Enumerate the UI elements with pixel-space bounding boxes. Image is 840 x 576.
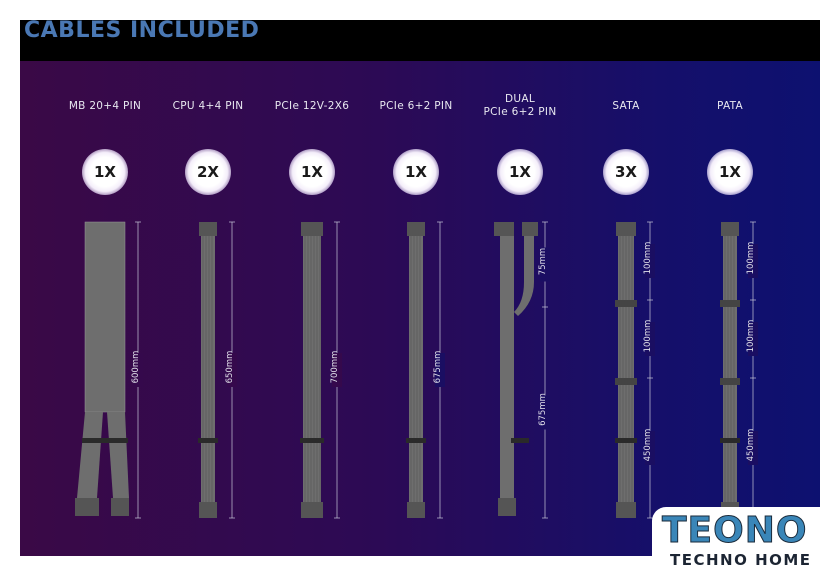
connector xyxy=(75,498,99,516)
length-label: 75mm xyxy=(538,248,548,275)
cable-tie xyxy=(198,438,218,443)
connector xyxy=(301,502,323,518)
quantity-badge: 1X xyxy=(707,149,753,195)
dimension-label-bg xyxy=(748,244,758,278)
quantity-badge: 3X xyxy=(603,149,649,195)
connector xyxy=(498,498,516,516)
connector xyxy=(199,222,217,236)
dimension-label-bg xyxy=(748,322,758,356)
cable-body xyxy=(77,412,103,498)
cable-label: SATA xyxy=(612,100,640,112)
cable-tie xyxy=(406,438,426,443)
quantity-badge: 1X xyxy=(393,149,439,195)
cable-tie xyxy=(300,438,324,443)
quantity-badge: 1X xyxy=(497,149,543,195)
cable-label: PCIe 6+2 PIN xyxy=(379,100,453,112)
dimension-label-bg xyxy=(332,353,342,387)
connector xyxy=(522,222,538,236)
cable-body xyxy=(201,222,215,518)
dimension-label-bg xyxy=(435,353,445,387)
dimension-label-bg xyxy=(645,244,655,278)
connector xyxy=(407,502,425,518)
cable-body xyxy=(303,222,321,518)
dimension-label-bg xyxy=(540,395,550,430)
connector xyxy=(721,222,739,236)
connector xyxy=(111,498,129,516)
dimension-label-bg xyxy=(133,353,143,387)
watermark-logo: TEONO TECHNO HOME xyxy=(652,507,840,576)
connector xyxy=(494,222,514,236)
cable-label: DUAL PCIe 6+2 PIN xyxy=(483,93,557,118)
quantity-badge: 1X xyxy=(289,149,335,195)
connector xyxy=(616,502,636,518)
connector xyxy=(199,502,217,518)
length-label: 100mm xyxy=(746,320,756,353)
cable-tie xyxy=(511,438,529,443)
length-label: 450mm xyxy=(746,429,756,462)
length-label: 675mm xyxy=(538,393,548,426)
cable-branch xyxy=(514,236,534,316)
logo-sub-text: TECHNO HOME xyxy=(670,551,812,569)
cable-tie xyxy=(82,438,128,443)
dimension-label-bg xyxy=(645,431,655,465)
banner-title: CABLES INCLUDED xyxy=(24,18,260,43)
cable-body xyxy=(409,222,423,518)
cable-body xyxy=(84,221,126,413)
dimension-label-bg xyxy=(748,431,758,465)
length-label: 100mm xyxy=(643,320,653,353)
quantity-badge: 2X xyxy=(185,149,231,195)
length-label: 100mm xyxy=(643,242,653,275)
cable-label: MB 20+4 PIN xyxy=(68,100,142,112)
connector xyxy=(301,222,323,236)
length-label: 100mm xyxy=(746,242,756,275)
dimension-label-bg xyxy=(540,247,550,282)
connector xyxy=(615,300,637,307)
dimension-label-bg xyxy=(227,353,237,387)
length-label: 600mm xyxy=(131,351,141,384)
length-label: 450mm xyxy=(643,429,653,462)
cable-tie xyxy=(720,438,740,443)
cable-tie xyxy=(615,438,637,443)
quantity-badge: 1X xyxy=(82,149,128,195)
length-label: 700mm xyxy=(330,351,340,384)
connector xyxy=(615,378,637,385)
cable-body xyxy=(107,412,129,498)
cable-label: PATA xyxy=(716,100,743,112)
logo-main-text: TEONO xyxy=(661,510,808,552)
connector xyxy=(407,222,425,236)
connector xyxy=(720,300,740,307)
connector xyxy=(720,378,740,385)
cable-label: PCIe 12V-2X6 xyxy=(274,100,350,112)
length-label: 650mm xyxy=(225,351,235,384)
length-label: 675mm xyxy=(433,351,443,384)
connector xyxy=(616,222,636,236)
cable-label: CPU 4+4 PIN xyxy=(172,100,244,112)
dimension-label-bg xyxy=(645,322,655,356)
cable-body xyxy=(500,222,514,498)
cable-body xyxy=(723,222,737,518)
